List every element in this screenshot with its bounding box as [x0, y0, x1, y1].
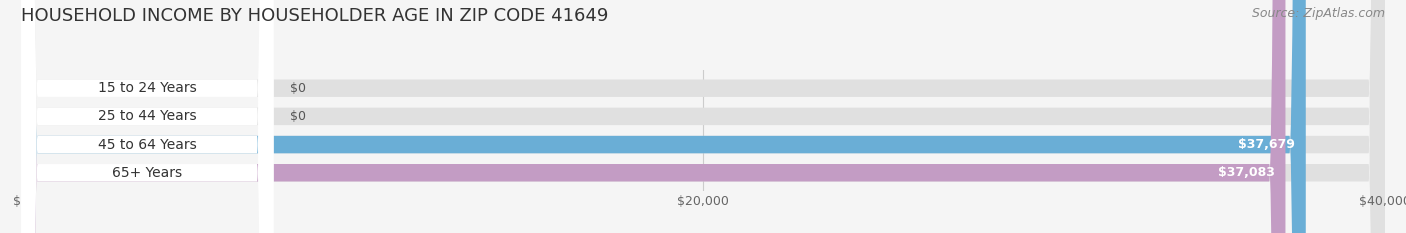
Text: 45 to 64 Years: 45 to 64 Years	[98, 137, 197, 152]
FancyBboxPatch shape	[21, 0, 1285, 233]
Text: $0: $0	[290, 110, 305, 123]
FancyBboxPatch shape	[21, 0, 273, 233]
FancyBboxPatch shape	[21, 0, 1385, 233]
Text: 65+ Years: 65+ Years	[112, 166, 183, 180]
FancyBboxPatch shape	[21, 0, 1385, 233]
FancyBboxPatch shape	[21, 0, 273, 233]
FancyBboxPatch shape	[21, 0, 1385, 233]
Text: Source: ZipAtlas.com: Source: ZipAtlas.com	[1251, 7, 1385, 20]
FancyBboxPatch shape	[21, 0, 1385, 233]
Text: 15 to 24 Years: 15 to 24 Years	[98, 81, 197, 95]
FancyBboxPatch shape	[21, 0, 273, 233]
Text: $37,679: $37,679	[1239, 138, 1295, 151]
Text: $0: $0	[290, 82, 305, 95]
FancyBboxPatch shape	[21, 0, 273, 233]
Text: $37,083: $37,083	[1218, 166, 1275, 179]
Text: HOUSEHOLD INCOME BY HOUSEHOLDER AGE IN ZIP CODE 41649: HOUSEHOLD INCOME BY HOUSEHOLDER AGE IN Z…	[21, 7, 609, 25]
Text: 25 to 44 Years: 25 to 44 Years	[98, 109, 197, 123]
FancyBboxPatch shape	[21, 0, 1306, 233]
